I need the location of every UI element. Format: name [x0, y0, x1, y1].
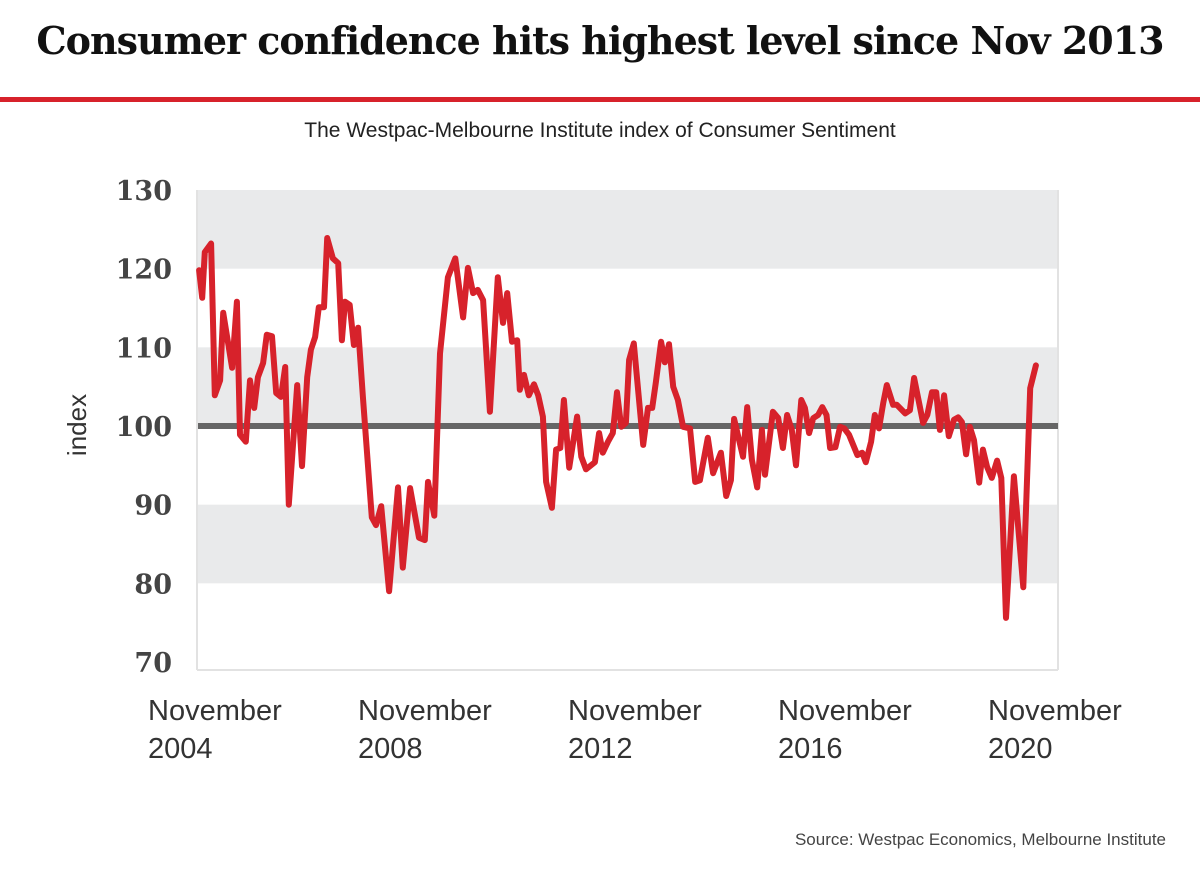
y-tick-label: 110: [116, 333, 172, 364]
x-tick-label-year: 2020: [988, 733, 1053, 765]
grid-band: [198, 190, 1058, 269]
x-tick-label-year: 2008: [358, 733, 423, 765]
y-axis-label: index: [62, 394, 92, 456]
x-tick-label-month: November: [988, 695, 1122, 727]
y-tick-label: 120: [116, 255, 172, 286]
x-tick-label-year: 2012: [568, 733, 633, 765]
y-tick-labels: 130 120 110 100 90 80 70: [116, 176, 172, 679]
x-tick-label-month: November: [778, 695, 912, 727]
series-group: [196, 235, 1039, 621]
y-tick-label: 130: [116, 176, 172, 207]
x-tick-label-month: November: [358, 695, 492, 727]
x-tick-label-year: 2004: [148, 733, 213, 765]
y-tick-label: 90: [134, 491, 172, 522]
grid-band: [198, 504, 1058, 584]
y-tick-label: 100: [116, 412, 172, 443]
x-tick-label-month: November: [148, 695, 282, 727]
y-tick-label: 80: [134, 569, 172, 600]
x-tick-label-year: 2016: [778, 733, 843, 765]
x-tick-label-month: November: [568, 695, 702, 727]
source-note: Source: Westpac Economics, Melbourne Ins…: [794, 830, 1166, 849]
title-rule: [0, 97, 1200, 102]
series-line: [196, 235, 1039, 621]
y-tick-label: 70: [134, 648, 172, 679]
x-tick-labels: November 2004 November 2008 November 2012 Nove…: [148, 695, 1122, 765]
chart-title: Consumer confidence hits highest level s…: [36, 18, 1164, 63]
chart-subtitle: The Westpac-Melbourne Institute index of…: [304, 119, 896, 142]
